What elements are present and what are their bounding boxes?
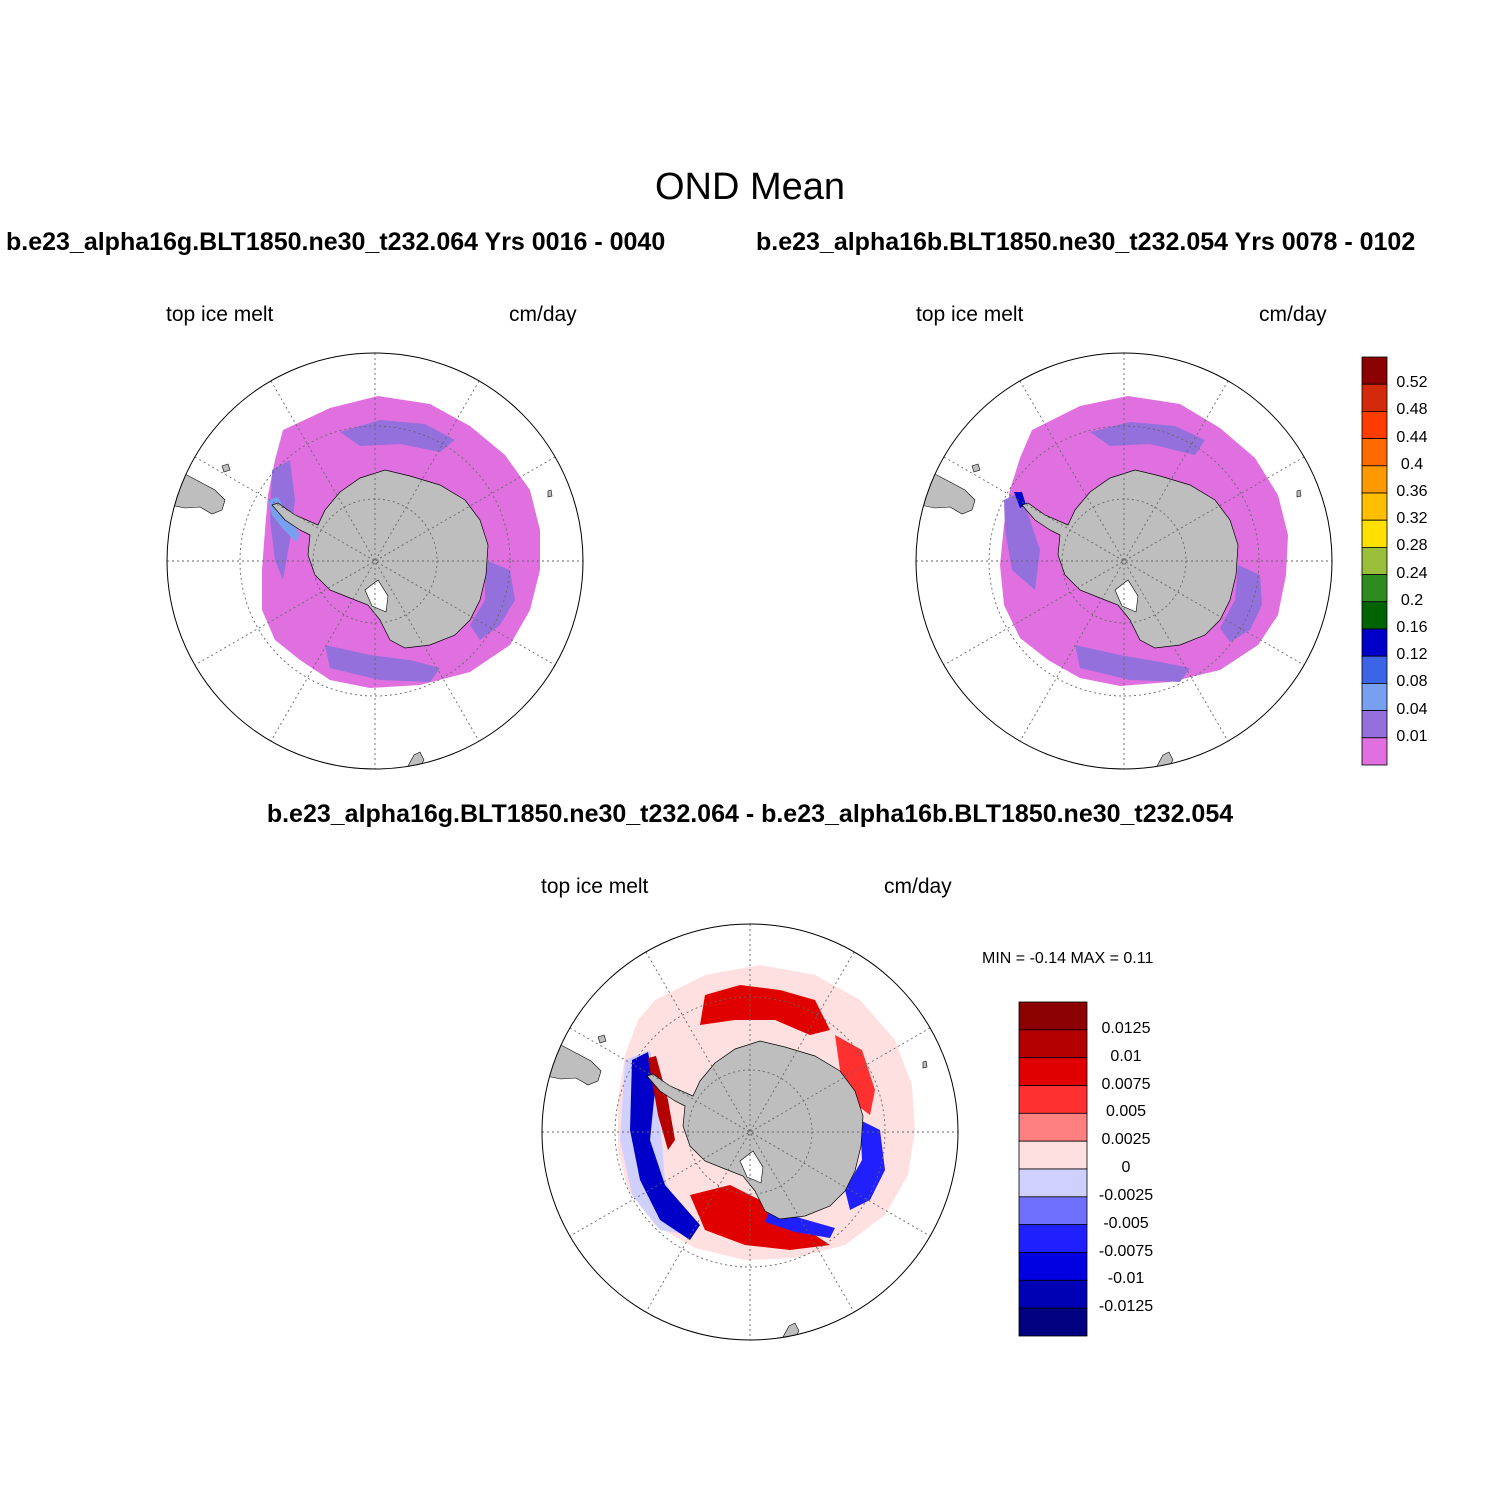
diff-minmax-label: MIN = -0.14 MAX = 0.11 [982, 950, 1154, 967]
south-america [542, 1044, 602, 1086]
diff-field-pos-north [700, 985, 830, 1035]
island-small-1 [221, 463, 231, 473]
lb-main-box-7 [1361, 547, 1388, 576]
lb-main-label-8: 0.2 [1400, 591, 1424, 609]
map-panel-case1 [166, 352, 584, 770]
lb-diff-label-6: -0.0025 [1098, 1186, 1154, 1204]
lb-diff-box-7 [1018, 1196, 1088, 1226]
lb-diff-box-1 [1018, 1029, 1088, 1059]
figure-title: OND Mean [654, 166, 846, 208]
lb-main-box-11 [1361, 655, 1388, 684]
lb-main-box-3 [1361, 438, 1388, 467]
lb-diff-box-4 [1018, 1112, 1088, 1142]
lb-diff-label-0: 0.0125 [1101, 1019, 1151, 1037]
lb-diff-box-0 [1018, 1001, 1088, 1031]
melt-field-mid-north [340, 420, 455, 452]
island-small-2 [547, 489, 553, 498]
new-zealand-tip [1156, 751, 1174, 769]
map-panel-diff [541, 923, 959, 1341]
lb-main-label-3: 0.4 [1400, 455, 1424, 473]
melt-field-high-peninsula [1014, 492, 1026, 508]
south-america [167, 473, 226, 515]
lb-main-label-9: 0.16 [1396, 619, 1428, 636]
lb-main-label-13: 0.01 [1396, 727, 1428, 745]
lb-diff-box-5 [1018, 1140, 1088, 1170]
case2-variable: top ice melt [916, 303, 1024, 326]
diff-field-neg-strong-west [630, 1052, 700, 1240]
lb-main-box-1 [1361, 383, 1388, 412]
lb-main-label-4: 0.36 [1396, 483, 1428, 500]
lb-main-box-14 [1361, 737, 1388, 766]
lb-main-box-12 [1361, 683, 1388, 712]
island-small-1 [971, 463, 981, 473]
diff-field-pos-south [690, 1185, 830, 1250]
case1-variable: top ice melt [166, 303, 274, 326]
ross-ice-shelf-gap [1114, 579, 1139, 613]
lb-main-label-5: 0.32 [1396, 510, 1428, 528]
lb-diff-label-4: 0.0025 [1101, 1131, 1151, 1149]
diff-title: b.e23_alpha16g.BLT1850.ne30_t232.064 - b… [266, 800, 1234, 828]
lb-main-box-13 [1361, 710, 1388, 739]
lb-main-box-4 [1361, 465, 1388, 494]
lb-main-label-7: 0.24 [1396, 564, 1428, 582]
map-panel-case2 [915, 352, 1333, 770]
lb-diff-label-5: 0 [1121, 1159, 1131, 1176]
lb-diff-label-9: -0.01 [1107, 1270, 1145, 1288]
labelbar-main [1361, 356, 1388, 766]
new-zealand-tip [407, 751, 425, 769]
case2-units: cm/day [1259, 303, 1327, 326]
lb-main-label-12: 0.04 [1396, 700, 1428, 718]
case2-title: b.e23_alpha16b.BLT1850.ne30_t232.054 Yrs… [756, 228, 1416, 256]
ross-ice-shelf-gap [364, 579, 389, 613]
melt-field-mid-west [1004, 492, 1040, 590]
lb-diff-box-2 [1018, 1057, 1088, 1086]
antarctica [271, 469, 489, 649]
melt-field-mid-north [1090, 422, 1205, 455]
lb-main-box-8 [1361, 574, 1388, 603]
diff-units: cm/day [884, 875, 952, 898]
lb-diff-box-9 [1018, 1252, 1088, 1281]
diff-field-neg-east [845, 1120, 885, 1210]
island-small-2 [922, 1060, 928, 1069]
case1-units: cm/day [509, 303, 577, 326]
antarctica [646, 1040, 864, 1220]
antarctica [1021, 469, 1239, 649]
lb-diff-box-3 [1018, 1085, 1088, 1114]
south-america [916, 473, 976, 515]
lb-diff-label-8: -0.0075 [1098, 1242, 1154, 1260]
lb-main-label-10: 0.12 [1396, 646, 1428, 664]
diff-field-pos-east [835, 1035, 875, 1115]
lb-main-label-6: 0.28 [1396, 537, 1428, 555]
lb-diff-label-2: 0.0075 [1101, 1075, 1151, 1093]
island-small-2 [1296, 489, 1302, 498]
melt-field-mid-south [1075, 645, 1190, 682]
lb-main-label-0: 0.52 [1396, 374, 1428, 392]
lb-diff-box-6 [1018, 1168, 1088, 1198]
lb-diff-label-1: 0.01 [1110, 1047, 1142, 1065]
lb-diff-box-11 [1018, 1307, 1088, 1337]
labelbar-diff [1018, 1001, 1088, 1337]
island-small-1 [597, 1034, 607, 1044]
lb-main-label-1: 0.48 [1396, 401, 1428, 419]
lb-diff-label-7: -0.005 [1103, 1214, 1149, 1232]
lb-diff-label-10: -0.0125 [1098, 1298, 1154, 1316]
lb-main-label-11: 0.08 [1396, 673, 1428, 691]
lb-main-box-5 [1361, 492, 1388, 521]
melt-field-mid-south [325, 645, 440, 682]
new-zealand-tip [782, 1322, 800, 1340]
lb-diff-box-8 [1018, 1224, 1088, 1253]
lb-main-label-2: 0.44 [1396, 428, 1428, 446]
case1-title: b.e23_alpha16g.BLT1850.ne30_t232.064 Yrs… [6, 228, 666, 256]
melt-field-mid-east [470, 560, 515, 640]
lb-diff-label-3: 0.005 [1105, 1103, 1147, 1121]
diff-variable: top ice melt [541, 875, 649, 898]
ross-ice-shelf-gap [739, 1150, 764, 1184]
lb-diff-box-10 [1018, 1279, 1088, 1309]
